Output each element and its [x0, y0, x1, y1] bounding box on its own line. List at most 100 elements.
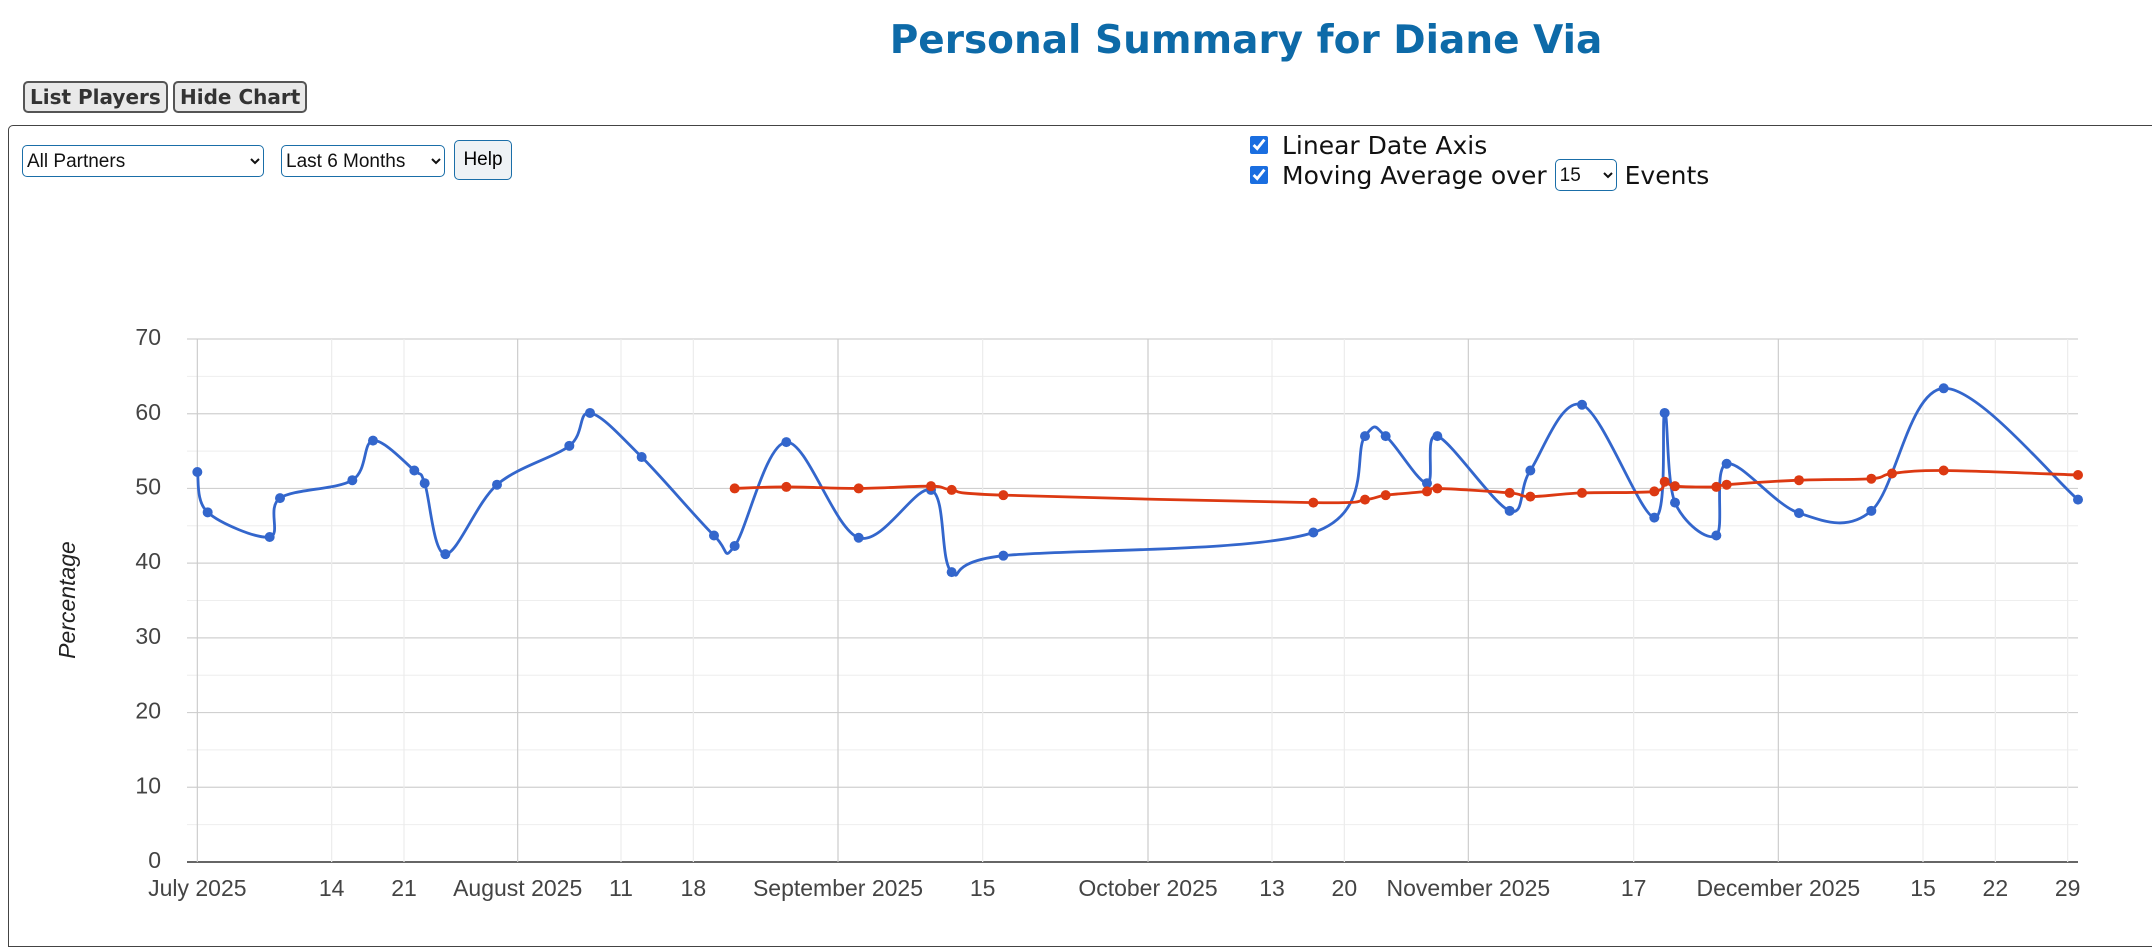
y-tick-label: 20 — [135, 698, 161, 724]
data-point — [1380, 490, 1391, 501]
data-point — [1432, 483, 1443, 494]
data-point — [1504, 505, 1515, 516]
data-point — [1711, 481, 1722, 492]
x-tick-label: 11 — [609, 875, 633, 901]
y-axis-title: Percentage — [54, 541, 80, 659]
y-tick-label: 70 — [135, 324, 161, 350]
grid — [187, 338, 2078, 863]
moving-average-label: Moving Average over — [1282, 160, 1547, 190]
data-point — [1504, 487, 1515, 498]
y-tick-label: 30 — [135, 623, 161, 649]
data-point — [1649, 486, 1660, 497]
data-point — [709, 530, 719, 541]
data-point — [729, 483, 740, 494]
data-point — [1380, 431, 1391, 442]
data-point — [1659, 407, 1670, 418]
x-tick-label: August 2025 — [453, 875, 582, 901]
data-point — [1308, 527, 1319, 538]
data-point — [347, 475, 358, 486]
data-point — [275, 493, 285, 504]
x-tick-label: 29 — [2055, 875, 2081, 901]
data-point — [264, 531, 275, 542]
x-tick-label: September 2025 — [753, 875, 923, 901]
data-point — [1794, 475, 1804, 486]
moving-average-option: Moving Average over 15 Events — [1250, 157, 1709, 193]
data-point — [946, 567, 957, 578]
y-tick-label: 10 — [135, 772, 161, 798]
data-point — [409, 465, 420, 476]
data-point — [440, 549, 451, 560]
data-point — [192, 466, 203, 477]
x-tick-label: 21 — [391, 875, 417, 901]
data-point — [1670, 481, 1680, 492]
period-select[interactable]: Last 6 Months — [281, 145, 445, 177]
data-point — [419, 478, 430, 489]
x-tick-label: 15 — [970, 875, 996, 901]
data-point — [853, 532, 864, 543]
hide-chart-button[interactable]: Hide Chart — [173, 81, 308, 113]
data-point — [781, 437, 792, 448]
x-tick-label: July 2025 — [148, 875, 246, 901]
events-label: Events — [1624, 160, 1710, 190]
chart: Percentage 0 10 20 30 40 50 60 70 July 2025 14 21 A… — [54, 324, 2083, 901]
data-point — [1938, 383, 1949, 394]
y-tick-label: 0 — [148, 847, 161, 873]
data-point — [1659, 476, 1670, 487]
data-point — [1721, 458, 1732, 469]
moving-average-checkbox[interactable] — [1250, 166, 1268, 184]
y-tick-label: 40 — [135, 548, 161, 574]
x-tick-label: November 2025 — [1387, 875, 1551, 901]
y-tick-label: 50 — [135, 474, 161, 500]
page: {"header": {"title": "Personal Summary f… — [8, 18, 2152, 947]
data-point — [2073, 494, 2083, 505]
data-point — [1887, 468, 1897, 479]
x-tick-label: 14 — [319, 875, 345, 901]
data-point — [564, 440, 575, 451]
page-title: Personal Summary for Diane Via — [889, 18, 1603, 63]
data-point — [998, 550, 1009, 561]
data-point — [1649, 512, 1660, 523]
data-point — [368, 435, 378, 446]
data-point — [1525, 465, 1536, 476]
x-tick-label: October 2025 — [1078, 875, 1217, 901]
data-point — [585, 407, 595, 418]
data-point — [1577, 487, 1587, 498]
data-point — [781, 481, 792, 492]
x-tick-label: 18 — [681, 875, 707, 901]
data-point — [1422, 486, 1432, 497]
data-point — [998, 490, 1009, 501]
data-point — [1866, 473, 1877, 484]
x-tick-label: 22 — [1983, 875, 2009, 901]
data-point — [1866, 505, 1877, 516]
data-point — [202, 507, 213, 518]
data-point — [2073, 469, 2083, 480]
data-point — [853, 483, 864, 494]
data-point — [1422, 478, 1432, 489]
data-point — [1794, 508, 1804, 519]
moving-average-select[interactable]: 15 — [1554, 159, 1617, 191]
x-tick-label: 20 — [1332, 875, 1358, 901]
data-point — [1711, 530, 1722, 541]
data-point — [1721, 479, 1732, 490]
linear-axis-option: Linear Date Axis — [1250, 128, 1487, 162]
linear-axis-label: Linear Date Axis — [1282, 130, 1488, 160]
data-point — [636, 452, 647, 463]
x-tick-label: 13 — [1259, 875, 1285, 901]
x-tick-label: 17 — [1621, 875, 1647, 901]
data-point — [1360, 431, 1370, 442]
data-point — [1432, 431, 1443, 442]
data-point — [1938, 465, 1949, 476]
x-tick-label: December 2025 — [1697, 875, 1861, 901]
help-button[interactable]: Help — [454, 140, 512, 180]
partner-select[interactable]: All Partners — [22, 145, 264, 177]
data-point — [1525, 491, 1536, 502]
list-players-button[interactable]: List Players — [23, 81, 168, 113]
y-tick-label: 60 — [135, 399, 161, 425]
data-point — [1360, 494, 1370, 505]
linear-axis-checkbox[interactable] — [1250, 136, 1268, 154]
x-tick-label: 15 — [1910, 875, 1936, 901]
data-point — [729, 540, 740, 551]
data-point — [946, 484, 957, 495]
data-point — [1670, 497, 1680, 508]
data-point — [492, 479, 502, 490]
